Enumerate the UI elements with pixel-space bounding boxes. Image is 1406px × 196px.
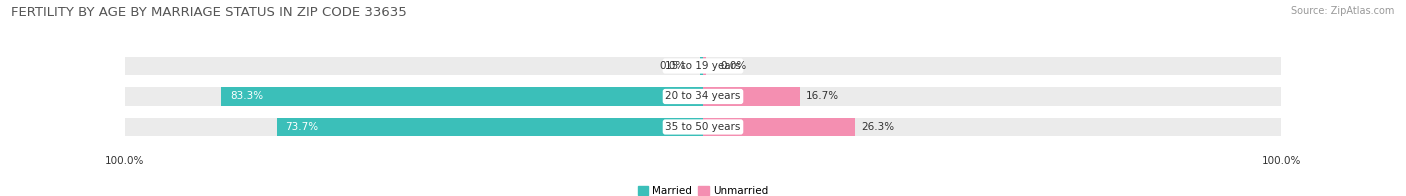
Bar — [703, 87, 1281, 106]
Bar — [703, 56, 1281, 75]
Bar — [703, 118, 855, 136]
Bar — [277, 118, 703, 136]
Text: Source: ZipAtlas.com: Source: ZipAtlas.com — [1291, 6, 1395, 16]
Text: FERTILITY BY AGE BY MARRIAGE STATUS IN ZIP CODE 33635: FERTILITY BY AGE BY MARRIAGE STATUS IN Z… — [11, 6, 406, 19]
Legend: Married, Unmarried: Married, Unmarried — [634, 182, 772, 196]
Text: 35 to 50 years: 35 to 50 years — [665, 122, 741, 132]
Text: 83.3%: 83.3% — [231, 92, 263, 102]
Bar — [125, 87, 703, 106]
Text: 15 to 19 years: 15 to 19 years — [665, 61, 741, 71]
Bar — [700, 56, 703, 75]
Text: 73.7%: 73.7% — [285, 122, 319, 132]
Bar — [703, 56, 706, 75]
Bar — [125, 118, 703, 136]
Text: 0.0%: 0.0% — [720, 61, 747, 71]
Bar — [703, 87, 800, 106]
Bar — [125, 56, 703, 75]
Text: 16.7%: 16.7% — [806, 92, 838, 102]
Text: 0.0%: 0.0% — [659, 61, 686, 71]
Text: 26.3%: 26.3% — [860, 122, 894, 132]
Bar — [703, 118, 1281, 136]
Bar — [221, 87, 703, 106]
Text: 20 to 34 years: 20 to 34 years — [665, 92, 741, 102]
